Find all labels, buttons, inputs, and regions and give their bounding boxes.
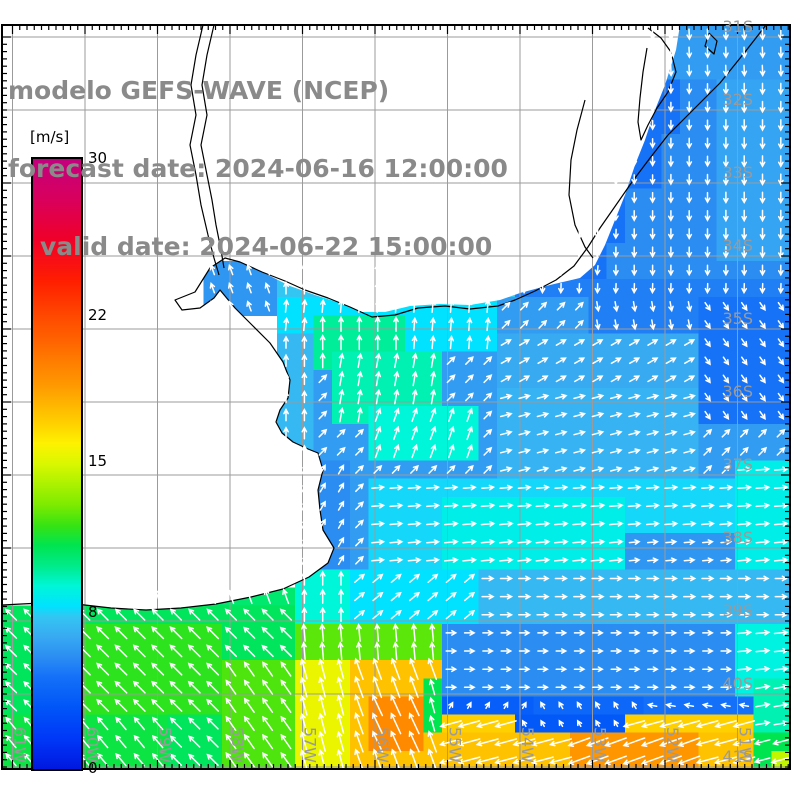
lat-label: 34S [722,236,753,255]
lon-label: 58W [228,727,247,763]
lat-label: 31S [722,17,753,36]
colorbar-tick-label: 8 [88,603,98,621]
lon-label: 55W [446,727,465,763]
lat-label: 33S [722,163,753,182]
colorbar-gradient [33,159,81,769]
lon-label: 60W [83,727,102,763]
model-title: modelo GEFS-WAVE (NCEP) [8,76,390,105]
lon-label: 54W [518,727,537,763]
colorbar [31,157,83,771]
axis-labels: 31S 32S 33S 34S 35S 36S 37S 38S 39S 40S 41S 61W 60W 5… [11,17,755,766]
lat-label: 38S [722,528,753,547]
ruler-ticks [2,25,790,769]
lat-label: 32S [722,90,753,109]
lat-label: 37S [722,455,753,474]
colorbar-tick-label: 30 [88,149,108,167]
lon-label: 53W [591,727,610,763]
lat-label: 35S [722,309,753,328]
colorbar-tick-label: 15 [88,452,108,470]
lon-label: 51W [736,727,755,763]
lon-label: 61W [11,727,30,763]
graticule-grid-lines [2,25,790,769]
colorbar-tick-label: 22 [88,306,108,324]
lat-label: 39S [722,601,753,620]
land-mask [2,25,680,610]
lat-label: 40S [722,674,753,693]
valid-date: valid date: 2024-06-22 15:00:00 [40,232,493,261]
lat-label: 36S [722,382,753,401]
colorbar-unit-label: [m/s] [30,128,70,146]
wind-direction-arrows [4,28,790,769]
lon-label: 52W [663,727,682,763]
lat-label: 41S [722,747,753,766]
colorbar-tick-label: 0 [88,759,98,777]
title-block: modelo GEFS-WAVE (NCEP) forecast date: 2… [8,26,508,312]
lon-label: 57W [301,727,320,763]
lon-label: 56W [373,727,392,763]
lon-label: 59W [156,727,175,763]
forecast-date: forecast date: 2024-06-16 12:00:00 [8,154,508,183]
map-frame [1,24,791,770]
coastline [2,25,767,611]
